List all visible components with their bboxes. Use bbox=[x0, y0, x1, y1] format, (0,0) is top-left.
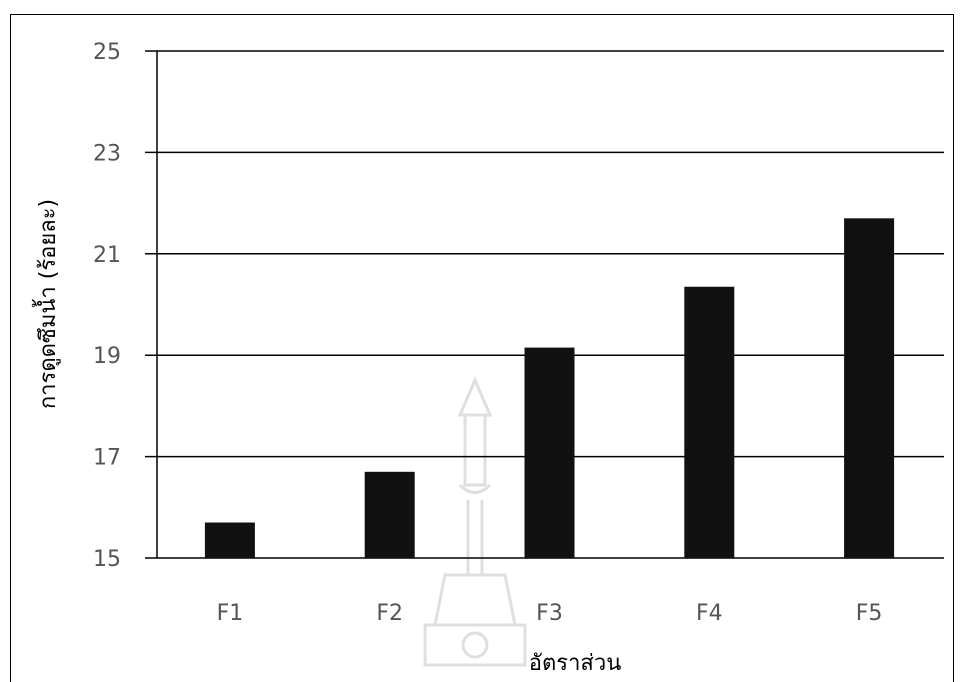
bar-F1 bbox=[204, 522, 255, 558]
x-tick-label: F4 bbox=[696, 601, 723, 626]
bar-F3 bbox=[524, 347, 575, 558]
y-tick-label: 25 bbox=[93, 40, 121, 65]
university-seal-watermark bbox=[423, 376, 527, 667]
y-tick-label: 19 bbox=[93, 344, 121, 369]
y-axis-title: การดูดซึมน้ำ (ร้อยละ) bbox=[32, 199, 61, 409]
chart-frame bbox=[10, 14, 954, 682]
x-tick-label: F5 bbox=[856, 601, 883, 626]
x-axis-title: อัตราส่วน bbox=[529, 651, 622, 676]
bar-F2 bbox=[364, 471, 415, 558]
y-tick-label: 17 bbox=[93, 446, 121, 471]
bar-F5 bbox=[844, 218, 895, 558]
x-tick-label: F3 bbox=[536, 601, 563, 626]
y-tick-label: 21 bbox=[93, 243, 121, 268]
y-tick-label: 15 bbox=[93, 547, 121, 572]
y-tick-label: 23 bbox=[93, 141, 121, 166]
bar-F4 bbox=[684, 286, 735, 558]
x-tick-label: F1 bbox=[217, 601, 244, 626]
x-tick-label: F2 bbox=[376, 601, 403, 626]
